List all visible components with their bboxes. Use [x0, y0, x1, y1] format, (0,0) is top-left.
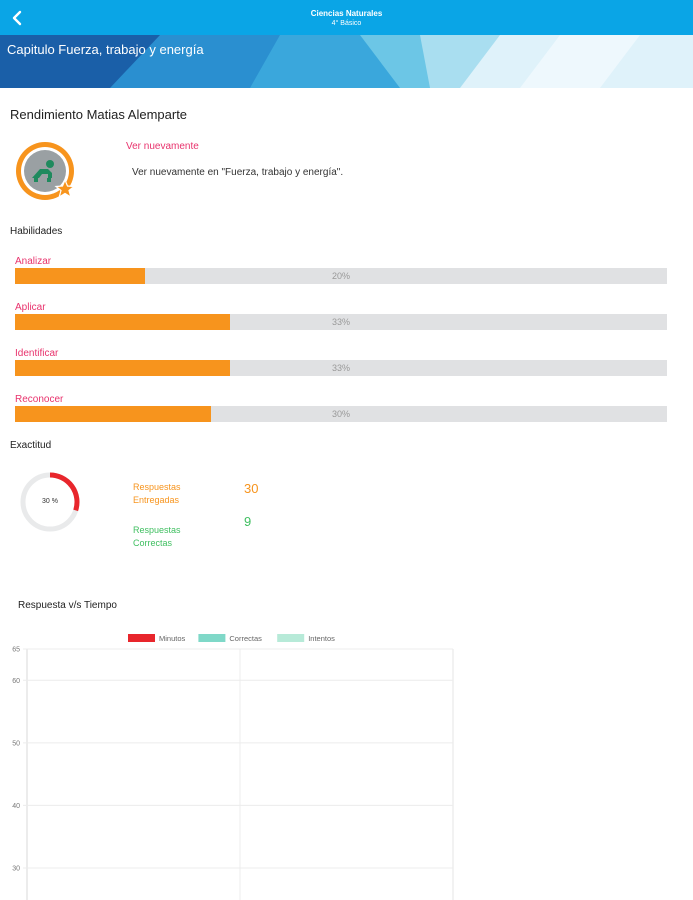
skill-bar-reconocer: 30% — [15, 406, 667, 422]
skill-bar-fill — [15, 314, 231, 330]
accuracy-heading: Exactitud — [10, 440, 52, 451]
skill-label-aplicar: Aplicar — [15, 302, 46, 313]
skill-bar-aplicar: 33% — [15, 314, 667, 330]
delivered-answers-label: Respuestas Entregadas — [133, 482, 181, 505]
chevron-left-icon[interactable] — [8, 7, 28, 29]
response-time-chart: Minutos Correctas Intentos 30 40 50 60 65 — [12, 634, 454, 900]
legend-swatch — [198, 634, 226, 642]
student-performance-heading: Rendimiento Matias Alemparte — [10, 107, 188, 122]
legend-label: Correctas — [229, 634, 262, 643]
nav-title: Ciencias Naturales — [310, 9, 383, 18]
y-tick-label: 50 — [12, 740, 20, 747]
y-tick-label: 60 — [12, 678, 20, 685]
nav-title-group: Ciencias Naturales 4° Básico — [0, 9, 693, 29]
accuracy-ring-arc — [49, 472, 80, 512]
legend-swatch — [277, 634, 305, 642]
nav-subtitle: 4° Básico — [331, 20, 362, 27]
legend-label: Intentos — [308, 634, 335, 643]
banner-background — [0, 35, 693, 88]
skill-bar-fill — [15, 360, 231, 376]
chart-title: Respuesta v/s Tiempo — [18, 600, 117, 611]
accuracy-ring-percent: 30 % — [42, 498, 58, 505]
skill-bar-fill — [15, 406, 211, 422]
y-tick-label: 65 — [12, 647, 20, 654]
skill-bar-identificar: 33% — [15, 360, 667, 376]
skill-label-identificar: Identificar — [15, 348, 59, 359]
correct-answers-value: 9 — [244, 514, 252, 529]
chapter-banner: Capitulo Fuerza, trabajo y energía — [0, 35, 693, 88]
student-crawl-star-icon — [16, 142, 76, 200]
skill-label-reconocer: Reconocer — [15, 394, 64, 405]
legend-label: Minutos — [159, 634, 186, 643]
chapter-title: Capitulo Fuerza, trabajo y energía — [7, 42, 204, 57]
view-again-text: Ver nuevamente en "Fuerza, trabajo y ene… — [132, 167, 344, 178]
skill-label-analizar: Analizar — [15, 256, 52, 267]
skill-percent: 33% — [331, 363, 350, 373]
nav-bar: Ciencias Naturales 4° Básico — [0, 0, 693, 35]
accuracy-ring — [20, 472, 80, 532]
skill-percent: 33% — [331, 317, 350, 327]
delivered-answers-value: 30 — [244, 481, 259, 496]
skill-percent: 30% — [331, 409, 350, 419]
skill-bar-fill — [15, 268, 146, 284]
skill-percent: 20% — [331, 271, 350, 281]
view-again-link[interactable]: Ver nuevamente — [126, 141, 199, 152]
correct-answers-label: Respuestas Correctas — [133, 525, 181, 548]
skill-bar-analizar: 20% — [15, 268, 667, 284]
y-tick-label: 40 — [12, 803, 20, 810]
legend-swatch — [128, 634, 155, 642]
y-tick-label: 30 — [12, 866, 20, 873]
skills-heading: Habilidades — [10, 226, 63, 237]
